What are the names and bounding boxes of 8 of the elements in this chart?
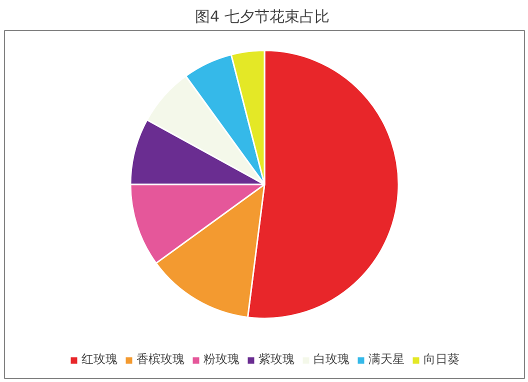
legend-label: 紫玫瑰 [258,351,294,368]
legend-label: 白玫瑰 [314,351,350,368]
legend-label: 粉玫瑰 [204,351,240,368]
legend-label: 红玫瑰 [82,351,118,368]
legend-label: 向日葵 [424,351,460,368]
legend-label: 香槟玫瑰 [136,351,184,368]
chart-title: 图4 七夕节花束占比 [194,8,330,26]
legend-label: 满天星 [368,351,404,368]
